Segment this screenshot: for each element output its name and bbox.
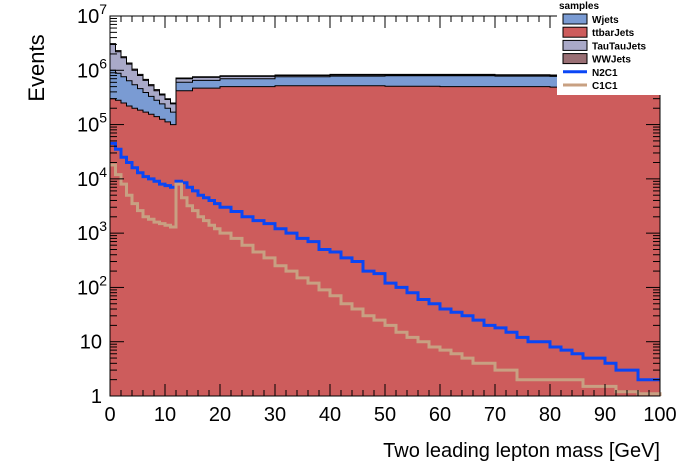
y-tick-label: 10 <box>80 332 102 354</box>
plot-area <box>109 43 662 397</box>
stack-ttbarjets <box>109 85 661 397</box>
x-tick-label: 0 <box>104 404 115 426</box>
y-tick-label: 1 <box>91 386 102 408</box>
y-tick-label: 102 <box>77 272 107 299</box>
legend-label-tautaujets: TauTauJets <box>592 41 647 52</box>
x-axis-label: Two leading lepton mass [GeV] <box>383 440 660 462</box>
legend-label-wwjets: WWJets <box>592 55 631 66</box>
x-tick-label: 50 <box>374 404 396 426</box>
x-tick-label: 30 <box>264 404 286 426</box>
x-tick-label: 100 <box>643 404 676 426</box>
series-line-c1c1 <box>110 163 662 396</box>
legend-swatch-ttbarjets <box>562 26 588 38</box>
y-tick-label: 107 <box>77 1 107 28</box>
y-tick-label: 106 <box>77 55 107 82</box>
x-tick-label: 90 <box>594 404 616 426</box>
x-tick-label: 80 <box>539 404 561 426</box>
legend-label-c1c1: C1C1 <box>592 81 618 92</box>
legend-swatch-wwjets <box>562 53 588 65</box>
x-tick-label: 40 <box>319 404 341 426</box>
x-tick-label: 10 <box>154 404 176 426</box>
x-tick-label: 70 <box>484 404 506 426</box>
y-tick-label: 103 <box>77 218 107 245</box>
legend-label-n2c1: N2C1 <box>592 68 618 79</box>
y-axis-label: Events <box>24 34 49 101</box>
y-tick-label: 105 <box>77 110 107 137</box>
legend: samples Wjets ttbarJets TauTauJets WWJets N2C… <box>557 0 696 95</box>
series-line-n2c1 <box>110 141 660 382</box>
legend-title: samples <box>559 1 599 12</box>
legend-swatch-tautaujets <box>562 39 588 51</box>
legend-swatch-wjets <box>562 13 588 25</box>
legend-label-wjets: Wjets <box>592 15 619 26</box>
x-tick-label: 60 <box>429 404 451 426</box>
legend-label-ttbarjets: ttbarJets <box>592 28 635 39</box>
y-tick-label: 104 <box>77 164 107 191</box>
x-tick-label: 20 <box>209 404 231 426</box>
